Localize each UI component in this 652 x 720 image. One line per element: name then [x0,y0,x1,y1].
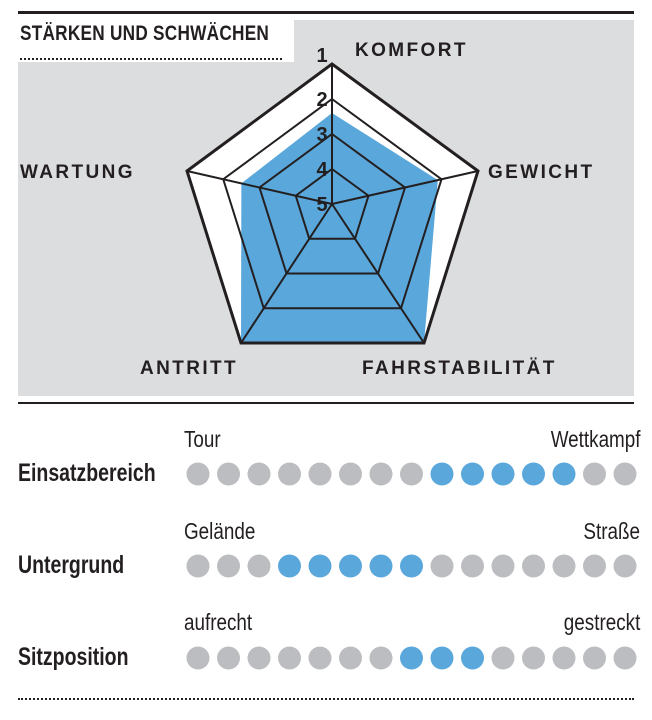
scale-dot [613,554,637,578]
scale-dot [278,646,301,670]
scale-dot [247,646,271,670]
scale-dot [613,462,637,486]
scale-dot [186,646,210,670]
scale-dot [308,646,332,670]
radar-spoke [240,203,333,344]
scale-dot [217,646,240,670]
sitz-left-label: aufrecht [184,609,253,635]
scale-dot [461,646,484,670]
scale-dot [430,554,454,578]
scale-dot [369,462,393,486]
scale-dot [552,646,576,670]
scale-dot [552,554,576,578]
scale-dot [583,554,606,578]
top-rule [18,11,634,14]
radar-ring-2 [222,97,443,310]
scale-dot [369,554,393,578]
scale-dot [491,646,515,670]
scale-dot [522,462,545,486]
axis-label-wartung: WARTUNG [20,162,135,183]
radar-value-area [241,113,438,343]
scale-dot [400,646,423,670]
einsatz-left-label: Tour [184,426,221,452]
einsatz-label: Einsatzbereich [18,459,156,487]
section-title: STÄRKEN UND SCHWÄCHEN [20,22,270,45]
scale-dot [247,462,271,486]
radar-scale-label: 4 [316,159,328,181]
scale-dot [430,646,454,670]
scale-dot [461,462,484,486]
scale-dot [278,462,301,486]
radar-ring-4 [294,167,370,240]
radar-ring-1 [185,62,480,345]
scale-dot [308,462,332,486]
axis-label-gewicht: GEWICHT [488,162,595,183]
radar-spoke [186,170,333,205]
scale-dot [369,646,393,670]
scale-dot [278,554,301,578]
axis-label-antritt: ANTRITT [140,358,239,379]
einsatz-right-label: Wettkampf [550,426,640,452]
radar-spoke [331,203,425,344]
radar-scale-label: 3 [316,124,327,146]
untergrund-left-label: Gelände [184,518,256,544]
scale-dot [613,646,637,670]
title-dotted-rule [20,58,282,60]
sitz-right-label: gestreckt [563,609,640,635]
mid-rule [18,402,634,404]
scale-dot [339,462,362,486]
scale-dot [461,554,484,578]
title-box [18,20,294,62]
scale-dot [583,646,606,670]
radar-chart: 1 2 3 4 5 [185,45,480,345]
scale-dot [430,462,454,486]
scale-dot [583,462,606,486]
axis-label-komfort: KOMFORT [355,40,468,61]
scale-dot [217,462,240,486]
scale-dot [186,554,210,578]
radar-spoke [331,170,479,205]
scale-dot [339,646,362,670]
radar-scale-label: 2 [316,89,327,111]
scale-dot [217,554,240,578]
axis-label-fahrstabilitaet: FAHRSTABILITÄT [362,358,557,379]
scale-dot [400,554,423,578]
scale-dot [339,554,362,578]
untergrund-right-label: Straße [583,518,640,544]
scale-dot [491,462,515,486]
sitz-label: Sitzposition [18,643,129,671]
radar-scale-label: 5 [316,194,327,216]
scale-dot [522,646,545,670]
scale-dot [308,554,332,578]
radar-ring-3 [258,132,407,275]
scale-dot [186,462,210,486]
scale-dot [522,554,545,578]
bottom-dotted-rule [18,698,634,700]
scale-dot [491,554,515,578]
scale-dot [247,554,271,578]
scale-dot [400,462,423,486]
untergrund-label: Untergrund [18,551,125,579]
scale-dot [552,462,576,486]
radar-scale-label: 1 [316,45,327,67]
